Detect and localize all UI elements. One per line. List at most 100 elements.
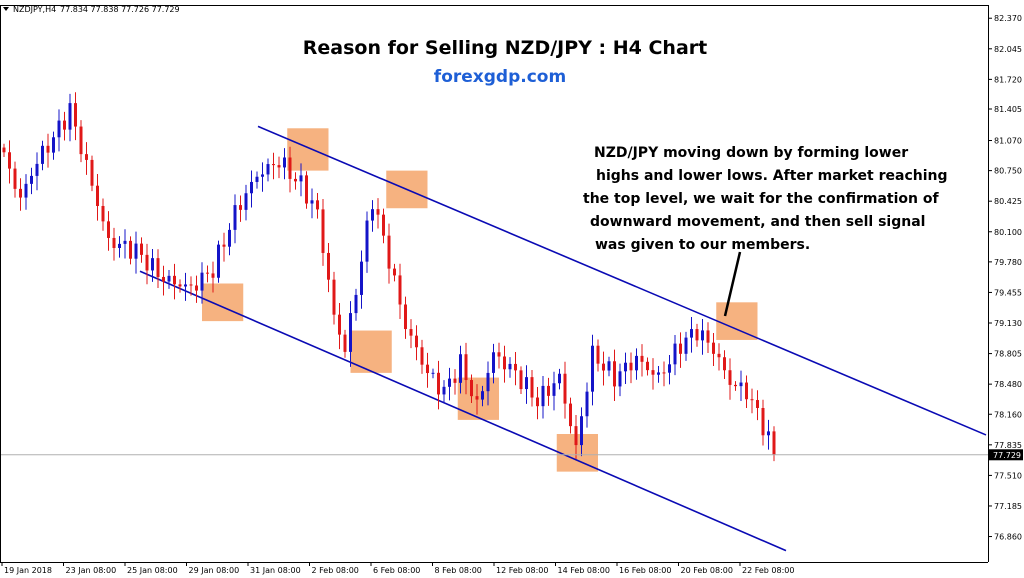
candle-body [393,268,396,276]
candle-body [662,372,666,374]
candle-body [508,363,512,370]
candle-body [679,343,682,354]
candle-body [145,254,149,271]
annotation-pointer-line [723,251,742,317]
y-tick-label: 78.160 [994,410,1022,419]
candle-body [712,342,715,354]
candle-body [123,240,127,244]
x-tick-label: 14 Feb 08:00 [558,566,610,575]
candle-body [217,244,220,278]
candle-body [261,174,264,177]
candle-body [519,370,523,390]
candle-body [569,403,572,427]
y-tick-label: 79.130 [994,319,1022,328]
x-tick-label: 25 Jan 08:00 [127,566,178,575]
candle-body [107,221,110,238]
dropdown-triangle-icon[interactable] [3,7,9,11]
candle-body [651,370,655,375]
candle-body [305,175,308,204]
candle-body [272,164,275,166]
candle-body [250,181,253,194]
candle-body [162,276,165,282]
candle-body [349,313,352,352]
annotation-line-3: the top level, we wait for the confirmat… [583,191,939,207]
candle-body [574,426,578,446]
candle-body [195,285,198,291]
candle-body [343,334,347,352]
annotation-line-4: downward movement, and then sell signal [590,214,925,230]
ohlc-values: 77.834 77.838 77.726 77.729 [60,5,180,14]
y-tick-label: 77.510 [994,471,1022,480]
y-tick-label: 76.860 [994,533,1022,542]
candle-body [459,354,462,383]
y-tick-label: 78.805 [994,350,1022,359]
candle-body [481,391,484,400]
y-tick-label: 81.720 [994,75,1022,84]
candle-body [398,275,402,305]
candle-body [35,163,39,176]
candle-body [514,363,517,371]
x-tick-label: 23 Jan 08:00 [66,566,117,575]
candle-body [173,275,176,285]
candle-body [613,361,616,387]
annotation-line-2: highs and lower lows. After market reach… [596,168,948,184]
candle-body [503,356,506,370]
candle-body [536,397,539,407]
candle-body [420,347,424,365]
candle-body [332,279,336,315]
candle-body [442,386,446,395]
candle-body [486,372,490,392]
candle-body [206,272,209,274]
candle-body [189,284,193,286]
x-tick-label: 29 Jan 08:00 [189,566,240,575]
y-tick-label: 82.370 [994,14,1022,23]
candle-body [668,364,671,373]
candle-body [552,383,556,396]
candle-body [184,284,187,287]
y-tick-label: 81.070 [994,137,1022,146]
candle-body [745,382,748,400]
y-tick-label: 80.425 [994,197,1022,206]
candle-body [129,240,132,259]
y-tick-label: 78.480 [994,380,1022,389]
candle-body [239,205,242,210]
channel-upper-line [257,125,987,436]
candle-body [255,176,259,182]
price-tag-background [989,449,1023,461]
candle-body [211,273,215,278]
candle-body [74,103,77,127]
candle-body [750,399,754,401]
candle-body [288,157,292,179]
candle-body [618,371,622,387]
candle-body [19,188,22,198]
candle-body [437,372,440,395]
highlight-box [350,330,392,373]
candle-body [85,154,88,160]
candle-body [46,145,50,153]
candle-body [299,175,303,182]
x-tick-label: 20 Feb 08:00 [681,566,733,575]
price-tag-label: 77.729 [993,451,1021,460]
candle-body [167,275,171,282]
y-tick-label: 82.045 [994,45,1022,54]
candle-body [90,159,94,186]
candle-body [24,183,28,198]
annotation-line-5: was given to our members. [595,237,810,253]
candle-body [316,200,319,210]
candle-body [558,373,561,384]
candle-body [585,391,589,417]
candle-body [607,361,611,371]
candle-body [409,329,413,336]
candle-body [591,345,594,392]
candle-body [57,120,61,138]
candle-body [547,385,550,396]
candle-body [310,200,314,204]
candle-body [68,103,72,130]
candle-body [277,165,281,168]
candle-body [294,178,297,182]
candle-body [453,378,457,383]
candle-body [701,330,704,341]
candlesticks [2,92,776,462]
y-axis-ticks: 82.370 82.045 81.720 81.405 81.070 80.750 80.4… [988,14,1022,542]
y-tick-label: 80.750 [994,167,1022,176]
